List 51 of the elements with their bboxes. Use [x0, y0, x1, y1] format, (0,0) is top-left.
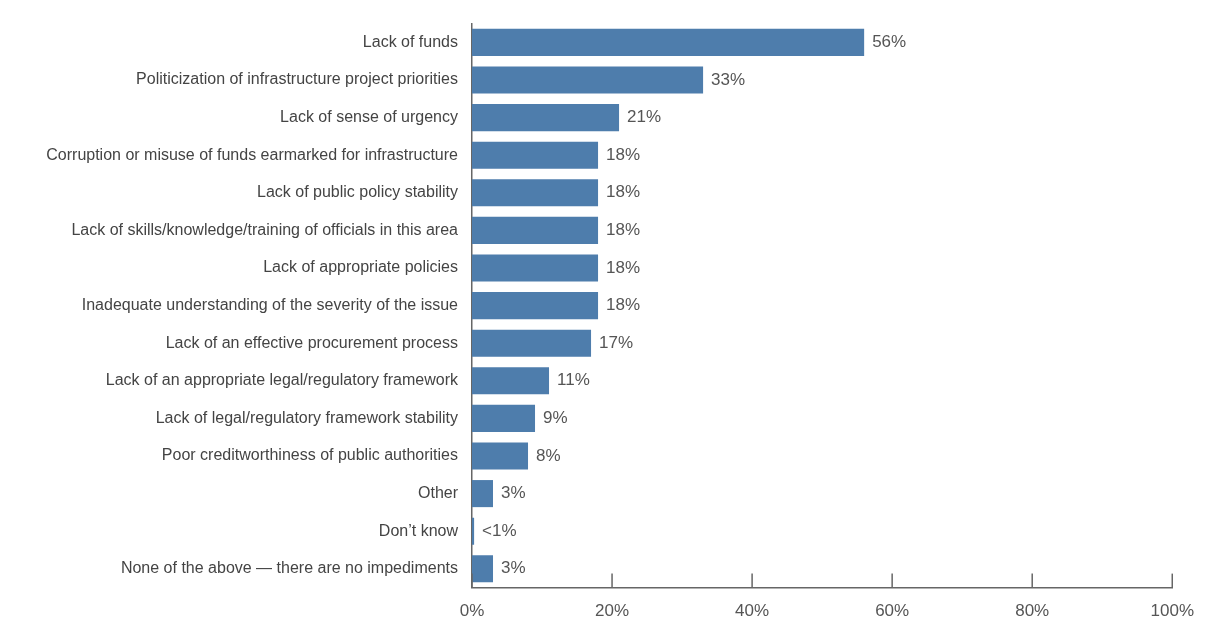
y-tick-label: Politicization of infrastructure project priorities [136, 70, 458, 88]
y-tick-label: Lack of sense of urgency [280, 108, 458, 126]
bar [472, 292, 599, 320]
bar [472, 517, 475, 545]
y-tick-label: Corruption or misuse of funds earmarked for infrastructure [46, 145, 459, 163]
y-tick-label: Lack of skills/knowledge/training of officials in this area [71, 220, 459, 238]
bar [472, 66, 704, 94]
data-label: 17% [599, 332, 634, 352]
y-tick-label: Don’t know [378, 521, 459, 539]
bar [472, 216, 599, 244]
x-tick-label: 80% [1015, 601, 1050, 621]
x-tick-label: 100% [1150, 601, 1194, 621]
data-label: 33% [711, 69, 746, 89]
data-label: 18% [606, 182, 641, 202]
x-tick-label: 40% [735, 601, 770, 621]
bar [472, 179, 599, 207]
bar [472, 404, 536, 432]
bar [472, 555, 494, 583]
data-label: 21% [627, 107, 662, 127]
data-label: 18% [606, 257, 641, 277]
data-label: 9% [543, 408, 568, 428]
bar [472, 104, 620, 132]
y-tick-label: Other [417, 484, 459, 502]
x-tick-label: 60% [875, 601, 910, 621]
data-label: 18% [606, 295, 641, 315]
data-label: 56% [872, 32, 907, 52]
y-tick-label: None of the above — there are no impediments [120, 559, 458, 577]
y-tick-label: Lack of an appropriate legal/regulatory framework [105, 371, 459, 389]
y-tick-label: Lack of legal/regulatory framework stability [155, 408, 458, 426]
x-tick-label: 0% [459, 601, 485, 621]
y-tick-label: Inadequate understanding of the severity of the issue [81, 296, 459, 314]
bar [472, 28, 865, 56]
data-label: 3% [501, 483, 526, 503]
y-tick-label: Lack of funds [362, 32, 458, 50]
bar [472, 442, 529, 470]
data-label: <1% [482, 520, 517, 540]
y-tick-label: Lack of appropriate policies [263, 258, 458, 276]
data-label: 11% [557, 370, 590, 390]
y-tick-label: Lack of public policy stability [257, 183, 458, 201]
data-label: 18% [606, 220, 641, 240]
data-label: 3% [501, 558, 526, 578]
y-tick-label: Lack of an effective procurement process [165, 333, 458, 351]
data-label: 8% [536, 445, 561, 465]
x-tick-label: 20% [595, 601, 630, 621]
bar [472, 254, 599, 282]
bar [472, 141, 599, 169]
bar [472, 367, 550, 395]
y-tick-label: Poor creditworthiness of public authorities [161, 446, 458, 464]
data-label: 18% [606, 144, 641, 164]
bar [472, 329, 592, 357]
bar [472, 480, 494, 508]
